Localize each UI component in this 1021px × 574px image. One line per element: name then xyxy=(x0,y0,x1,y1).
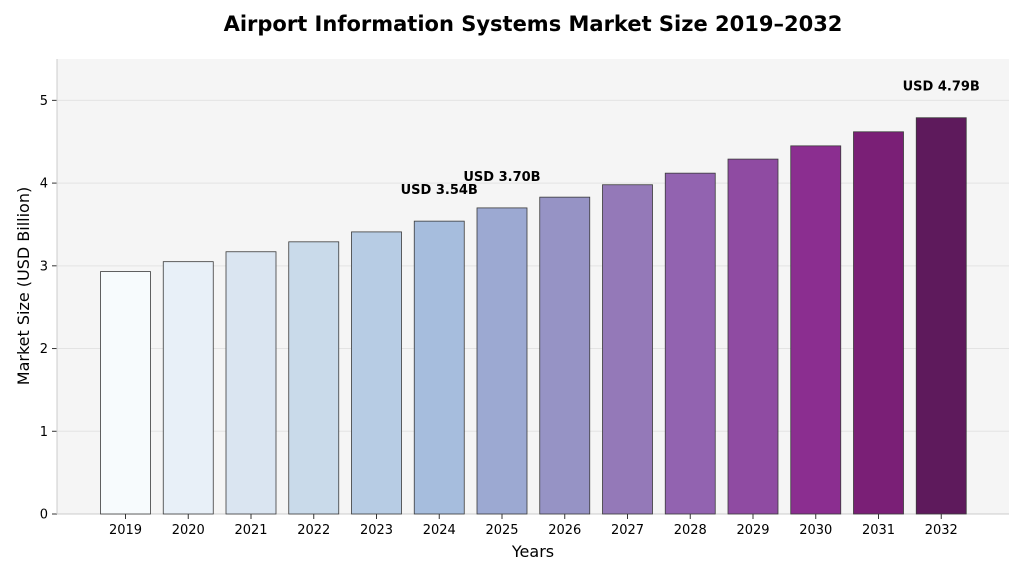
y-tick-label: 4 xyxy=(40,177,48,192)
bar-2031 xyxy=(853,131,904,515)
bar-2028 xyxy=(664,172,716,515)
x-tick-label: 2023 xyxy=(360,523,393,538)
bar-2019 xyxy=(100,271,151,515)
x-tick-label: 2027 xyxy=(611,523,644,538)
bar-2029 xyxy=(727,158,779,515)
y-axis-label: Market Size (USD Billion) xyxy=(14,187,33,385)
data-label-2032: USD 4.79B xyxy=(903,80,980,95)
data-label-2024: USD 3.54B xyxy=(401,183,478,198)
plot-background xyxy=(57,59,1009,514)
plot-area: 0 1 2 3 4 5 2019 2020 2021 2022 2023 2024 2025 2026 20… xyxy=(40,59,1009,538)
x-tick-label: 2031 xyxy=(862,523,895,538)
bar-2023 xyxy=(351,231,402,515)
x-tick-label: 2029 xyxy=(736,523,769,538)
bar-2026 xyxy=(539,196,591,515)
y-tick-label: 1 xyxy=(40,425,48,440)
x-tick-label: 2032 xyxy=(925,523,958,538)
chart-title: Airport Information Systems Market Size … xyxy=(224,12,843,36)
x-axis-label: Years xyxy=(511,542,554,561)
y-tick-label: 5 xyxy=(40,94,48,109)
bar-2020 xyxy=(162,261,214,515)
data-label-2025: USD 3.70B xyxy=(463,170,540,185)
x-tick-label: 2025 xyxy=(485,523,518,538)
bar-2030 xyxy=(790,145,842,515)
y-tick-label: 0 xyxy=(40,508,48,523)
bar-2027 xyxy=(602,184,653,515)
y-tick-label: 3 xyxy=(40,259,48,274)
x-tick-label: 2028 xyxy=(674,523,707,538)
bar-2025 xyxy=(476,207,528,515)
bar-2021 xyxy=(225,251,277,515)
bar-2024 xyxy=(413,220,465,515)
x-tick-label: 2026 xyxy=(548,523,581,538)
bar-2022 xyxy=(288,241,340,515)
x-tick-label: 2019 xyxy=(109,523,142,538)
y-tick-label: 2 xyxy=(40,342,48,357)
x-tick-label: 2020 xyxy=(172,523,205,538)
bar-2032 xyxy=(915,117,967,515)
x-tick-label: 2022 xyxy=(297,523,330,538)
x-tick-label: 2030 xyxy=(799,523,832,538)
x-tick-label: 2021 xyxy=(234,523,267,538)
x-tick-label: 2024 xyxy=(423,523,456,538)
